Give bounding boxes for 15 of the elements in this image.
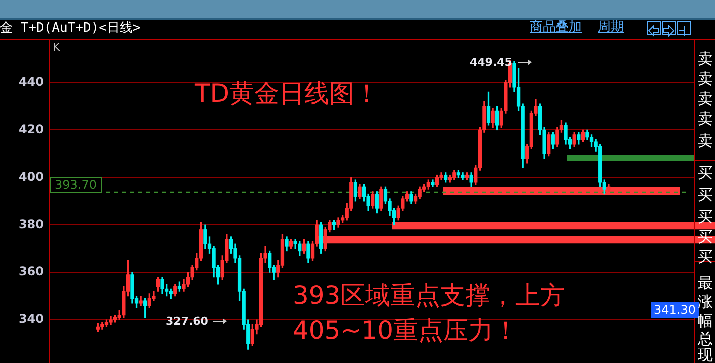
y-tick-label: 360 — [18, 264, 44, 279]
text: 341.30 — [651, 302, 699, 318]
y-tick-label: 420 — [18, 122, 44, 136]
annotation: 393区域重点支撑，上方 — [293, 281, 566, 310]
y-tick-label: 440 — [18, 74, 44, 89]
y-tick-label: 400 — [18, 170, 44, 184]
text: 商品叠加 — [530, 20, 582, 35]
y-tick-label: 380 — [18, 217, 44, 232]
text: 周期 — [598, 20, 624, 35]
chart-title: 金 T+D(AuT+D)<日线> — [0, 21, 141, 36]
y-tick-label: 340 — [18, 312, 44, 326]
ref-line-label: 393.70 — [50, 176, 102, 193]
annotation: 405~10重点压力！ — [293, 316, 518, 345]
annotation: TD黄金日线图！ — [195, 79, 380, 108]
text: K — [53, 41, 60, 54]
